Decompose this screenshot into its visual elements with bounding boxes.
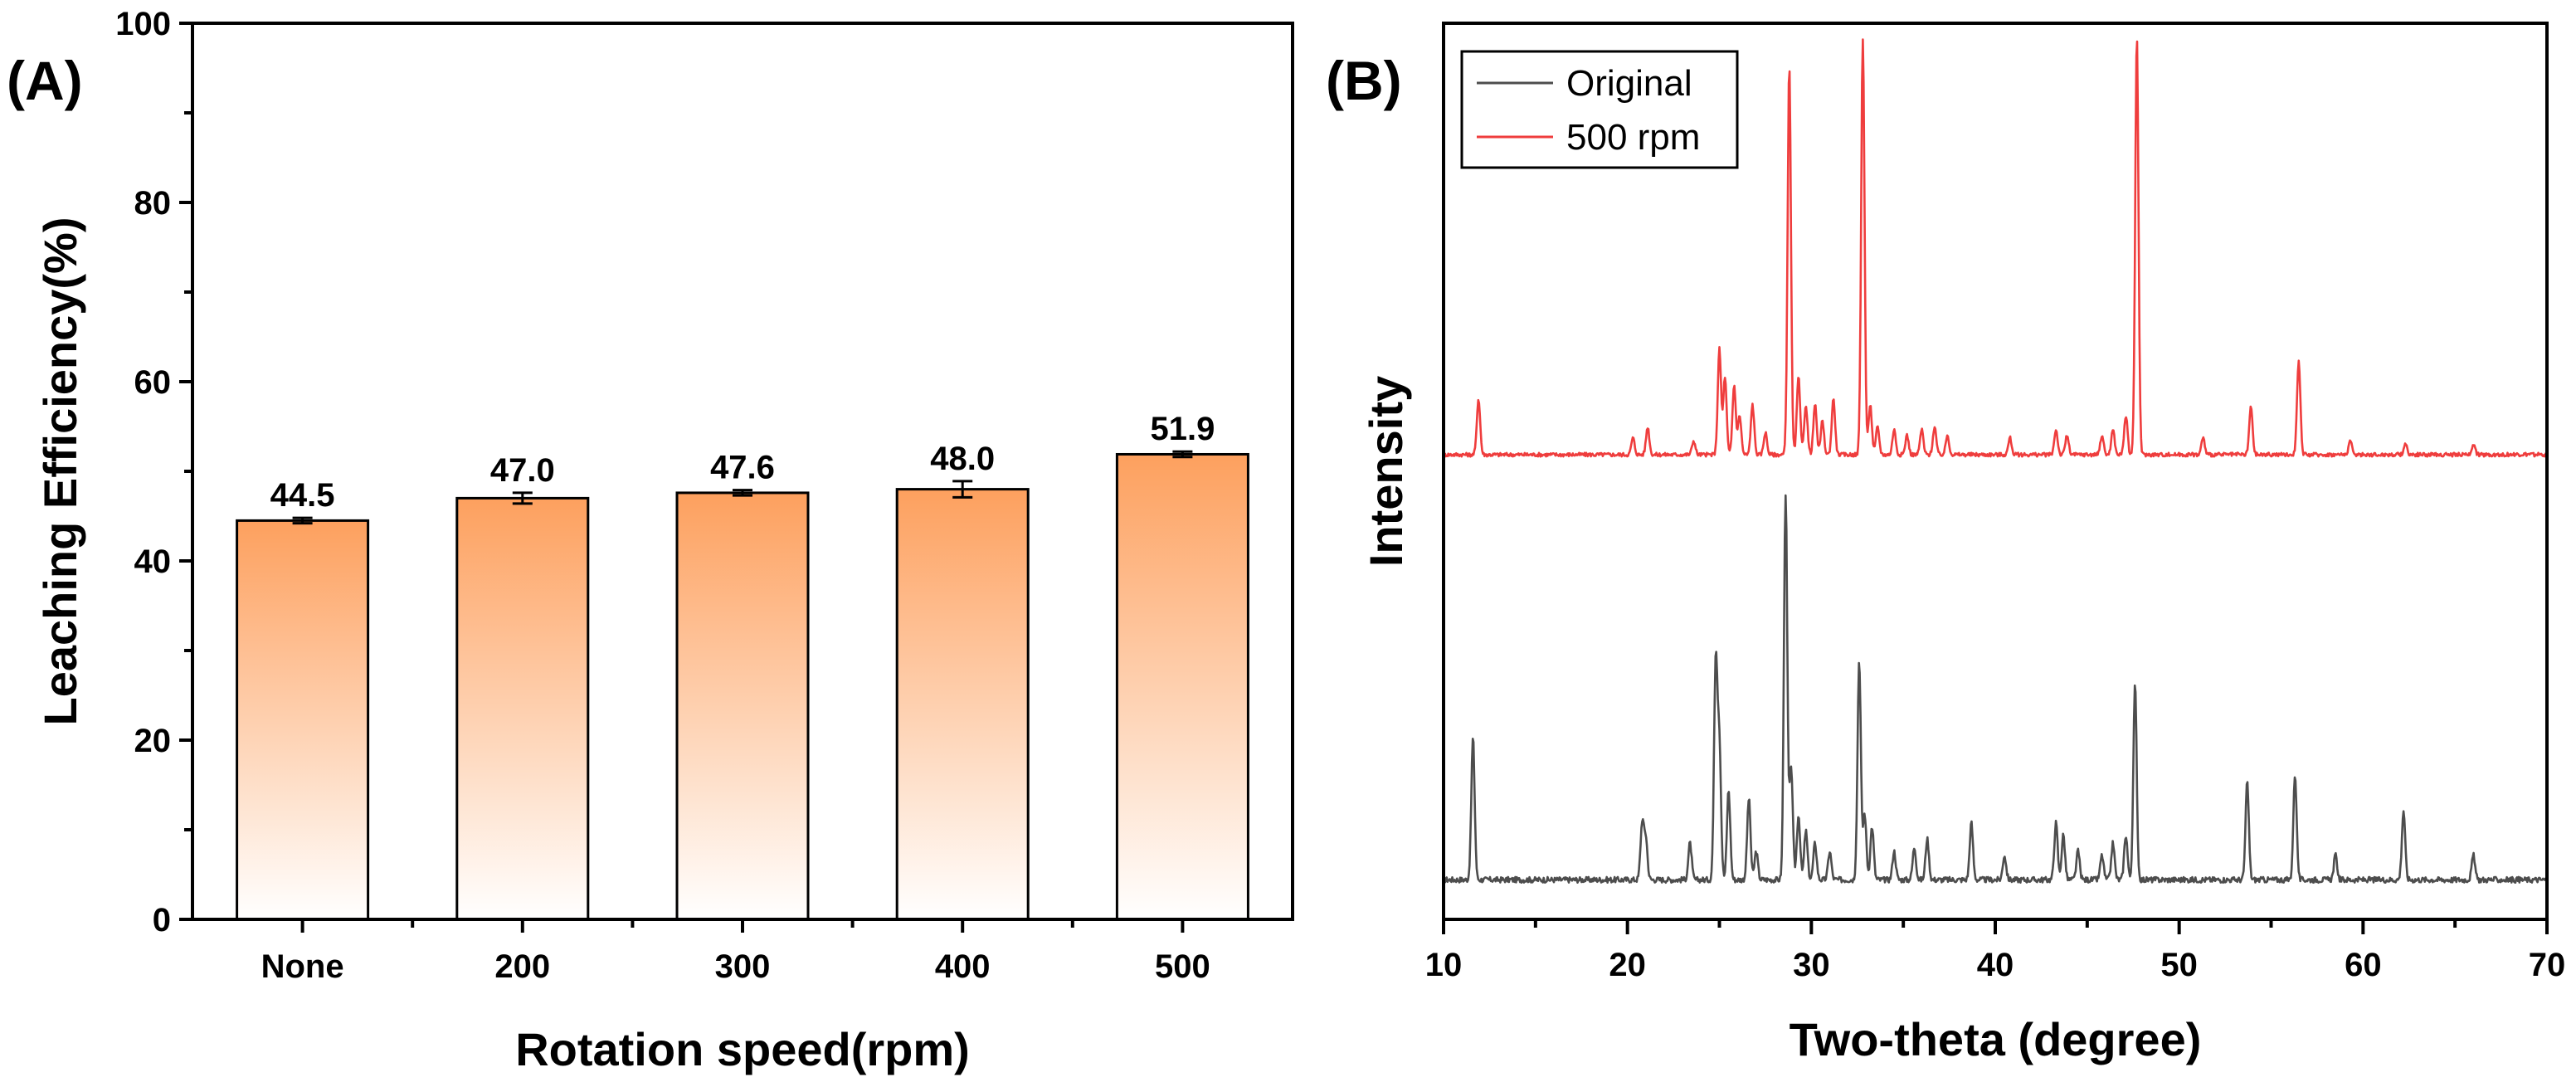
panel-b-series bbox=[1442, 38, 2549, 884]
y-tick-label: 20 bbox=[134, 723, 172, 759]
x-tick-label: None bbox=[261, 948, 344, 985]
bar-value-label: 48.0 bbox=[930, 441, 995, 477]
bar bbox=[675, 491, 810, 921]
legend-box bbox=[1460, 50, 1739, 169]
y-tick-label: 40 bbox=[134, 543, 172, 580]
panel-b-x-ticks: 10 20 30 40 50 60 70 bbox=[1425, 919, 2566, 983]
y-tick-label: 60 bbox=[134, 364, 172, 401]
panel-b: (B) 10 20 30 40 50 60 70 Original 500 rpm Two-… bbox=[1326, 22, 2566, 1065]
bar-value-label: 51.9 bbox=[1150, 411, 1215, 447]
panel-a-label: (A) bbox=[7, 50, 83, 111]
x-tick-label: 300 bbox=[715, 948, 771, 985]
x-tick-label: 60 bbox=[2345, 947, 2382, 983]
legend-label-original: Original bbox=[1566, 63, 1692, 104]
y-tick-label: 100 bbox=[115, 6, 171, 42]
panel-a-bars bbox=[236, 452, 1249, 921]
panel-a-x-axis-title: Rotation speed(rpm) bbox=[515, 1023, 970, 1075]
series-line bbox=[1442, 38, 2549, 458]
panel-a-x-ticks: None 200 300 400 500 bbox=[261, 919, 1210, 985]
x-tick-label: 10 bbox=[1425, 947, 1463, 983]
error-bar bbox=[512, 491, 533, 505]
legend-label-500-rpm: 500 rpm bbox=[1566, 117, 1700, 158]
panel-a: (A) 44.5 47.0 47.6 48.0 51.9 0 20 40 60 80 100 No… bbox=[7, 6, 1294, 1075]
bar bbox=[1115, 452, 1249, 921]
series-line bbox=[1443, 494, 2549, 884]
bar-value-label: 47.6 bbox=[710, 450, 775, 486]
bar bbox=[895, 488, 1030, 921]
x-tick-label: 70 bbox=[2529, 947, 2566, 983]
panel-b-y-axis-title: Intensity bbox=[1360, 376, 1412, 567]
x-tick-label: 400 bbox=[935, 948, 991, 985]
error-bar bbox=[1172, 450, 1193, 459]
panel-a-y-ticks: 0 20 40 60 80 100 bbox=[115, 6, 192, 938]
panel-a-value-labels: 44.5 47.0 47.6 48.0 51.9 bbox=[270, 411, 1215, 514]
x-tick-label: 200 bbox=[494, 948, 550, 985]
x-tick-label: 500 bbox=[1155, 948, 1210, 985]
panel-b-x-axis-title: Two-theta (degree) bbox=[1790, 1013, 2202, 1065]
error-bar bbox=[292, 516, 313, 525]
panel-a-error-bars bbox=[292, 450, 1193, 525]
bar-value-label: 47.0 bbox=[490, 452, 555, 489]
error-bar bbox=[733, 489, 752, 497]
y-tick-label: 0 bbox=[153, 902, 171, 938]
x-tick-label: 30 bbox=[1793, 947, 1830, 983]
bar-value-label: 44.5 bbox=[270, 477, 335, 514]
panel-b-label: (B) bbox=[1326, 50, 1402, 111]
bar bbox=[455, 496, 590, 921]
bar bbox=[236, 519, 370, 921]
x-tick-label: 20 bbox=[1609, 947, 1646, 983]
panel-b-legend: Original 500 rpm bbox=[1460, 50, 1739, 169]
x-tick-label: 50 bbox=[2160, 947, 2198, 983]
x-tick-label: 40 bbox=[1977, 947, 2014, 983]
y-tick-label: 80 bbox=[134, 185, 172, 222]
panel-a-y-axis-title: Leaching Efficiency(%) bbox=[34, 217, 86, 725]
error-bar bbox=[952, 480, 973, 499]
